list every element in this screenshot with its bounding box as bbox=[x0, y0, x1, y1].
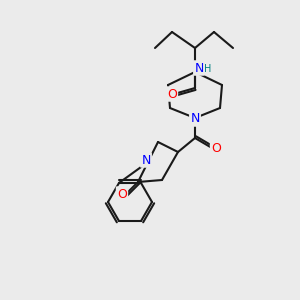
Text: N: N bbox=[190, 112, 200, 125]
Text: N: N bbox=[194, 61, 204, 74]
Text: O: O bbox=[117, 188, 127, 200]
Text: H: H bbox=[204, 64, 212, 74]
Text: O: O bbox=[167, 88, 177, 100]
Text: O: O bbox=[211, 142, 221, 154]
Text: N: N bbox=[141, 154, 151, 166]
